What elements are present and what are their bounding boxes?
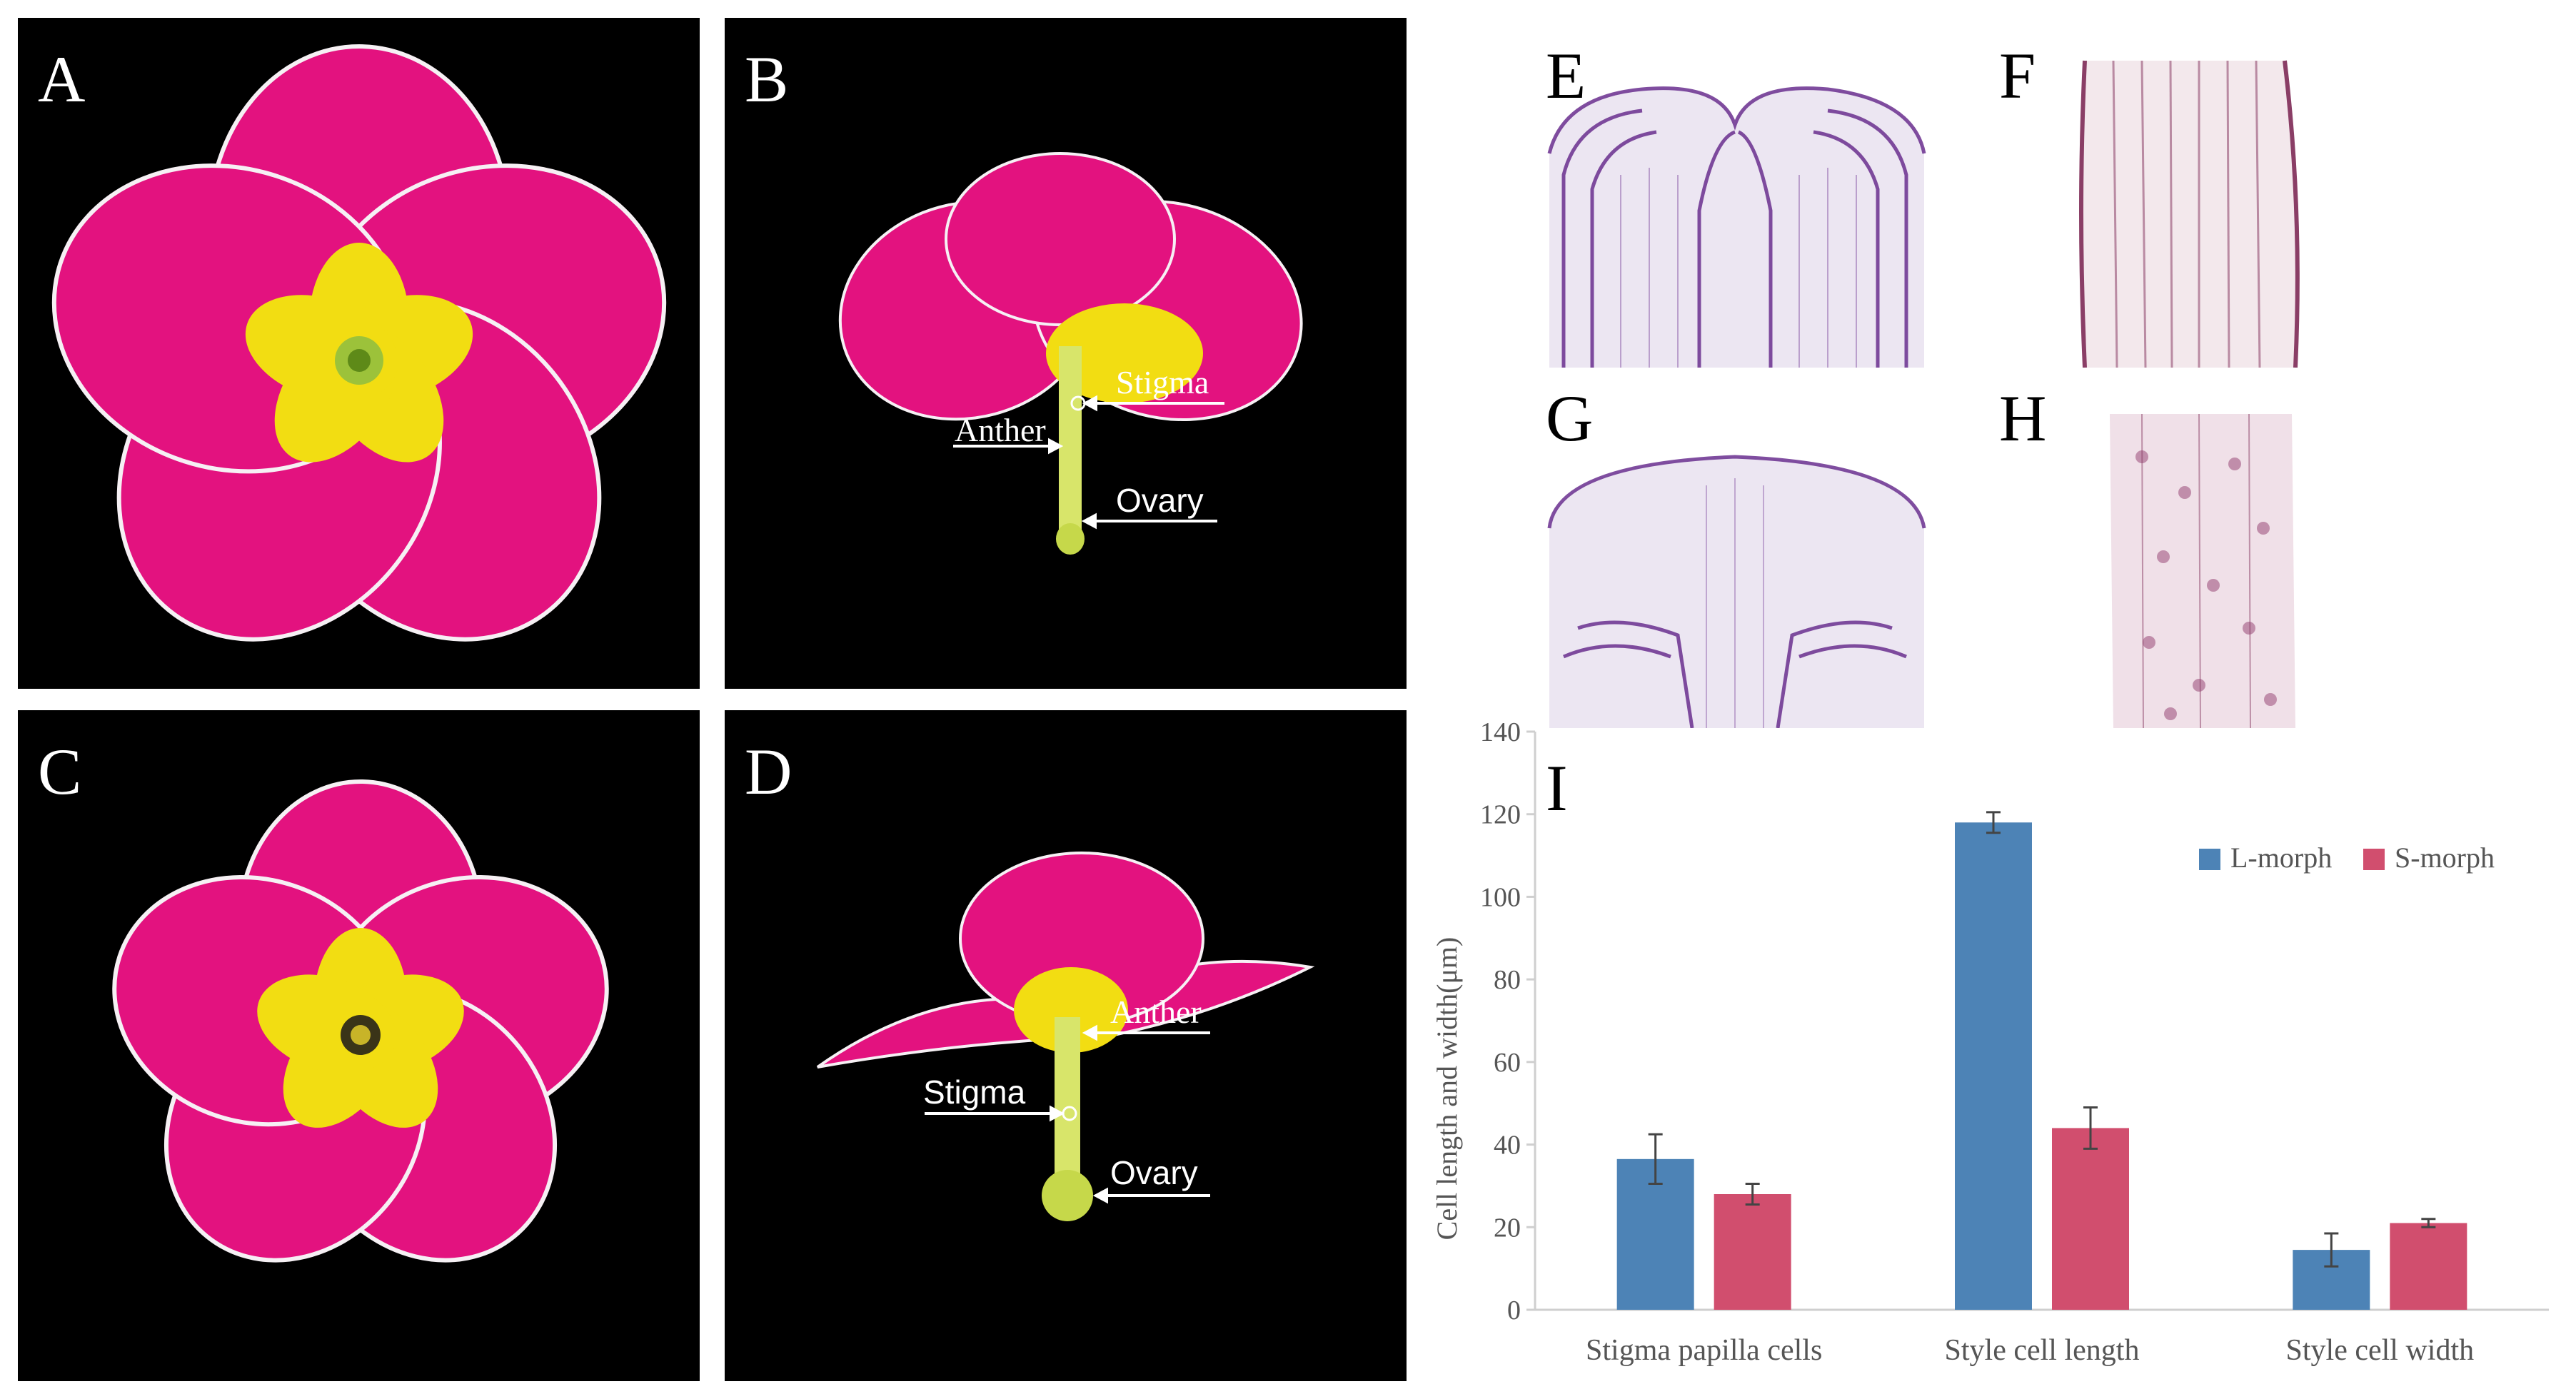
- label-anther: Anther: [1110, 994, 1202, 1030]
- flower-front-s-morph: [112, 779, 609, 1263]
- micrograph-g: [1535, 400, 1935, 728]
- panel-b: B Stigma Anther Ovary: [725, 18, 1407, 689]
- style-section-image-l: [2079, 60, 2300, 368]
- panel-a: A: [18, 18, 700, 689]
- y-tick-label: 140: [1480, 717, 1521, 747]
- panel-c: C: [18, 710, 700, 1381]
- panel-label-h: H: [1999, 382, 2047, 455]
- micrograph-e: [1535, 32, 1935, 368]
- label-ovary: Ovary: [1116, 482, 1204, 519]
- legend-swatch-s-morph: [2363, 849, 2385, 870]
- bar-s-morph-2: [2052, 1128, 2129, 1310]
- panel-label-d: D: [745, 735, 793, 808]
- panel-label-i: I: [1546, 752, 1568, 824]
- x-tick-label: Style cell length: [1945, 1334, 2140, 1367]
- legend-label-s-morph: S-morph: [2395, 842, 2495, 874]
- bar-s-morph-3: [2390, 1223, 2467, 1310]
- error-bar: [1648, 1133, 1663, 1186]
- y-tick-label: 120: [1480, 800, 1521, 830]
- y-tick-label: 0: [1507, 1295, 1521, 1325]
- legend-swatch-l-morph: [2199, 849, 2220, 870]
- label-ovary: Ovary: [1110, 1154, 1198, 1191]
- legend: L-morph S-morph: [2199, 842, 2495, 874]
- panel-label-e: E: [1546, 39, 1586, 112]
- panel-label-b: B: [745, 43, 789, 116]
- micrograph-f: [2056, 32, 2392, 368]
- panel-label-f: F: [1999, 39, 2036, 112]
- bar-s-morph-1: [1714, 1194, 1791, 1310]
- y-tick-label: 100: [1480, 882, 1521, 912]
- x-tick-label: Stigma papilla cells: [1586, 1334, 1822, 1367]
- panel-label-c: C: [38, 735, 82, 808]
- y-tick-label: 20: [1494, 1213, 1521, 1243]
- panel-label-a: A: [38, 43, 86, 116]
- label-stigma: Stigma: [1116, 364, 1209, 400]
- y-tick-label: 80: [1494, 965, 1521, 995]
- panel-d: D Anther Stigma Ovary: [725, 710, 1407, 1381]
- style-section-image-s: [2110, 413, 2295, 728]
- flower-front-l-morph: [51, 44, 667, 642]
- bar-l-morph-2: [1955, 822, 2032, 1310]
- x-tick-label: Style cell width: [2286, 1334, 2475, 1367]
- label-anther: Anther: [955, 412, 1046, 448]
- error-bar: [2083, 1106, 2098, 1150]
- error-bar: [1986, 811, 2001, 834]
- label-stigma: Stigma: [923, 1074, 1026, 1111]
- flower-section-l-morph: [838, 152, 1303, 555]
- error-bar: [1745, 1183, 1760, 1206]
- y-tick-label: 60: [1494, 1048, 1521, 1078]
- legend-label-l-morph: L-morph: [2230, 842, 2332, 874]
- error-bar: [2324, 1232, 2339, 1268]
- micrograph-h: [2099, 400, 2335, 728]
- error-bar: [2421, 1218, 2436, 1228]
- stigma-section-image-s: [1547, 455, 1926, 728]
- y-tick-label: 40: [1494, 1131, 1521, 1161]
- bar-chart: 0 20 40 60 80 100 120 140 Stigma papilla cells S…: [1431, 717, 2549, 1367]
- panel-label-g: G: [1546, 382, 1594, 455]
- y-axis-label: Cell length and width(μm): [1431, 937, 1463, 1241]
- stigma-section-image: [1535, 32, 1935, 368]
- flower-section-s-morph: [816, 852, 1315, 1221]
